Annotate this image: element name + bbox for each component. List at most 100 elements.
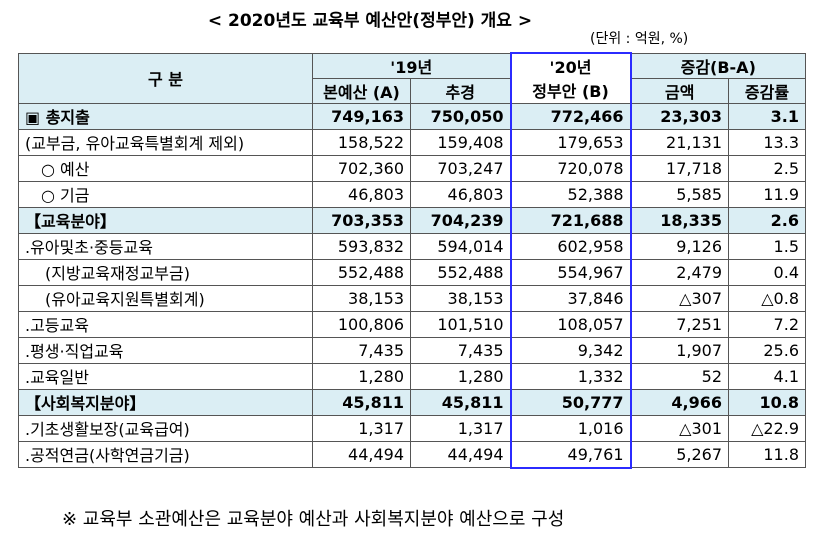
table-cell: 11.8 (728, 440, 806, 468)
table-cell: 5,267 (630, 440, 729, 468)
table-cell: 21,131 (630, 128, 729, 156)
table-cell: 18,335 (630, 206, 729, 234)
table-cell: 7.2 (728, 310, 806, 338)
table-cell: 7,435 (410, 336, 511, 364)
table-cell: 703,353 (312, 206, 411, 234)
table-cell: 49,761 (509, 440, 632, 469)
table-cell: 158,522 (312, 128, 411, 156)
table-cell: 37,846 (509, 284, 632, 312)
table-cell: 108,057 (509, 310, 632, 338)
table-cell: 772,466 (509, 102, 632, 130)
row-label: (유아교육지원특별회계) (18, 284, 313, 312)
table-cell: 1,907 (630, 336, 729, 364)
header-cell: 구 분 (18, 52, 313, 104)
table-cell: 159,408 (410, 128, 511, 156)
table-cell: 44,494 (410, 440, 511, 468)
table-cell: 9,342 (509, 336, 632, 364)
table-row: 【사회복지분야】 45,811 45,811 50,777 4,966 10.8 (18, 388, 806, 416)
table-cell: 25.6 (728, 336, 806, 364)
table-row: (지방교육재정교부금) 552,488 552,488 554,967 2,479 0.4 (18, 258, 806, 286)
table-cell: 100,806 (312, 310, 411, 338)
table-cell: 4.1 (728, 362, 806, 390)
header-text: '20년 (549, 58, 592, 78)
table-cell: 38,153 (312, 284, 411, 312)
header-cell: 증감(B-A) (630, 52, 806, 79)
table-row: ○ 예산 702,360 703,247 720,078 17,718 2.5 (18, 154, 806, 182)
table-row: .고등교육 100,806 101,510 108,057 7,251 7.2 (18, 310, 806, 338)
row-label: ▣ 총지출 (18, 102, 313, 130)
table-cell: 552,488 (312, 258, 411, 286)
table-cell: 2.5 (728, 154, 806, 182)
table-cell: 0.4 (728, 258, 806, 286)
row-label: (교부금, 유아교육특별회계 제외) (18, 128, 313, 156)
table-cell: 2.6 (728, 206, 806, 234)
table-cell: 9,126 (630, 232, 729, 260)
header-cell: 본예산 (A) (312, 77, 411, 104)
table-cell: 593,832 (312, 232, 411, 260)
header-cell: '19년 (312, 52, 511, 79)
header-cell: 금액 (630, 77, 729, 104)
table-cell: △22.9 (728, 414, 806, 442)
table-cell: 704,239 (410, 206, 511, 234)
table-cell: 11.9 (728, 180, 806, 208)
table-row: ▣ 총지출 749,163 750,050 772,466 23,303 3.1 (18, 102, 806, 130)
table-row: .유아및초·중등교육 593,832 594,014 602,958 9,126 1.5 (18, 232, 806, 260)
table-cell: 554,967 (509, 258, 632, 286)
table-cell: 3.1 (728, 102, 806, 130)
table-row: ○ 기금 46,803 46,803 52,388 5,585 11.9 (18, 180, 806, 208)
row-label: .평생·직업교육 (18, 336, 313, 364)
table-cell: 46,803 (410, 180, 511, 208)
table-cell: 10.8 (728, 388, 806, 416)
table-row: 【교육분야】 703,353 704,239 721,688 18,335 2.6 (18, 206, 806, 234)
table-cell: 23,303 (630, 102, 729, 130)
table-cell: 1,280 (312, 362, 411, 390)
table-cell: 602,958 (509, 232, 632, 260)
table-cell: 2,479 (630, 258, 729, 286)
table-cell: 1,280 (410, 362, 511, 390)
table-cell: 45,811 (410, 388, 511, 416)
table-cell: 7,251 (630, 310, 729, 338)
table-cell: 52,388 (509, 180, 632, 208)
table-cell: 45,811 (312, 388, 411, 416)
table-row: (교부금, 유아교육특별회계 제외) 158,522 159,408 179,653 2… (18, 128, 806, 156)
table-cell: 4,966 (630, 388, 729, 416)
table-cell: 7,435 (312, 336, 411, 364)
table-cell: 1,332 (509, 362, 632, 390)
table-cell: 50,777 (509, 388, 632, 416)
row-label: 【사회복지분야】 (18, 388, 313, 416)
table-cell: 5,585 (630, 180, 729, 208)
table-cell: 1,317 (410, 414, 511, 442)
row-label: 【교육분야】 (18, 206, 313, 234)
header-cell: 추경 (410, 77, 511, 104)
row-label: ○ 기금 (18, 180, 313, 208)
table-cell: 721,688 (509, 206, 632, 234)
table-cell: 44,494 (312, 440, 411, 468)
table-cell: △0.8 (728, 284, 806, 312)
table-cell: 750,050 (410, 102, 511, 130)
table-row: (유아교육지원특별회계) 38,153 38,153 37,846 △307 △0.8 (18, 284, 806, 312)
table-cell: 702,360 (312, 154, 411, 182)
table-body: ▣ 총지출 749,163 750,050 772,466 23,303 3.1 (교부금,… (18, 102, 806, 469)
table-cell: 13.3 (728, 128, 806, 156)
table-row: .교육일반 1,280 1,280 1,332 52 4.1 (18, 362, 806, 390)
table-cell: 46,803 (312, 180, 411, 208)
table-cell: 1.5 (728, 232, 806, 260)
row-label: .유아및초·중등교육 (18, 232, 313, 260)
table-cell: △307 (630, 284, 729, 312)
table-row: .공적연금(사학연금기금) 44,494 44,494 49,761 5,267 11.8 (18, 440, 806, 469)
table-cell: 1,016 (509, 414, 632, 442)
header-cell: 증감률 (728, 77, 806, 104)
table-cell: 52 (630, 362, 729, 390)
table-cell: △301 (630, 414, 729, 442)
row-label: .교육일반 (18, 362, 313, 390)
table-row: .기초생활보장(교육급여) 1,317 1,317 1,016 △301 △22.9 (18, 414, 806, 442)
header-text: 정부안 (B) (532, 82, 609, 102)
table-cell: 101,510 (410, 310, 511, 338)
table-cell: 720,078 (509, 154, 632, 182)
table-cell: 1,317 (312, 414, 411, 442)
unit-note: (단위 : 억원, %) (590, 31, 689, 47)
row-label: .고등교육 (18, 310, 313, 338)
table-cell: 552,488 (410, 258, 511, 286)
row-label: (지방교육재정교부금) (18, 258, 313, 286)
